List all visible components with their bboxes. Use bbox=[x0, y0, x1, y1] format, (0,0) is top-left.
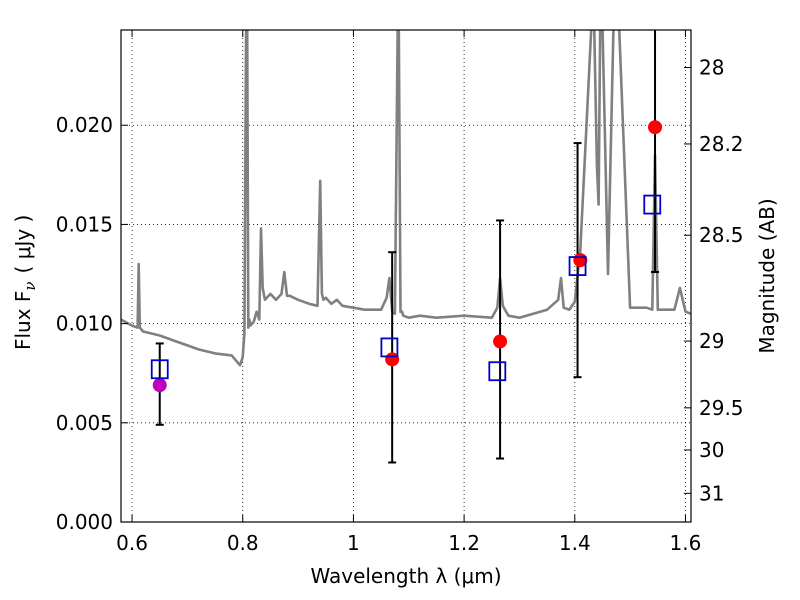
x-tick-label: 0.8 bbox=[227, 531, 259, 555]
right-tick-label: 28 bbox=[699, 55, 724, 79]
x-axis-label: Wavelength λ (μm) bbox=[310, 564, 501, 588]
model-spectrum bbox=[121, 30, 691, 367]
svg-text:Flux Fν( μJy ): Flux Fν ( μJy ) bbox=[11, 215, 39, 350]
model-photometry-box bbox=[488, 361, 507, 382]
y-tick-label: 0.000 bbox=[56, 510, 113, 534]
model-photometry-box bbox=[150, 359, 169, 380]
x-tick-label: 1 bbox=[347, 531, 360, 555]
y-axis-label-sub: ν bbox=[21, 281, 39, 290]
model-photometry-box bbox=[643, 194, 662, 215]
observed-point bbox=[493, 334, 508, 349]
y-tick-label: 0.015 bbox=[56, 212, 113, 236]
y-axis-label-left: Flux Fν ( μJy ) bbox=[11, 215, 39, 350]
right-tick-label: 29 bbox=[699, 329, 724, 353]
y-axis-label-right: Magnitude (AB) bbox=[755, 198, 779, 353]
right-tick-label: 29.5 bbox=[699, 396, 744, 420]
right-tick-label: 28.2 bbox=[699, 132, 744, 156]
y-axis-label-text: Flux F bbox=[11, 291, 35, 350]
right-tick-label: 28.5 bbox=[699, 223, 744, 247]
x-tick-label: 0.6 bbox=[116, 531, 148, 555]
plot-frame bbox=[120, 29, 692, 523]
y-tick-label: 0.010 bbox=[56, 312, 113, 336]
y-axis-label-unit: ( μJy ) bbox=[11, 215, 35, 274]
model-photometry-box bbox=[568, 256, 587, 276]
y-tick-label: 0.020 bbox=[56, 113, 113, 137]
x-tick-label: 1.6 bbox=[670, 531, 702, 555]
right-tick-label: 30 bbox=[699, 438, 724, 462]
model-photometry-boxes bbox=[150, 194, 662, 382]
observed-point bbox=[152, 378, 167, 393]
x-tick-label: 1.2 bbox=[448, 531, 480, 555]
y-tick-label: 0.005 bbox=[56, 411, 113, 435]
x-tick-label: 1.4 bbox=[559, 531, 591, 555]
right-tick-label: 31 bbox=[699, 481, 724, 505]
model-photometry-box bbox=[380, 337, 399, 358]
spectrum-line bbox=[121, 30, 691, 367]
error-bars bbox=[155, 30, 660, 464]
observed-point bbox=[648, 120, 663, 135]
axis-ticks: 0.6 0.8 1 1.2 1.4 1.6 0.000 0.005 0.010 0.015 0.02… bbox=[56, 30, 744, 555]
